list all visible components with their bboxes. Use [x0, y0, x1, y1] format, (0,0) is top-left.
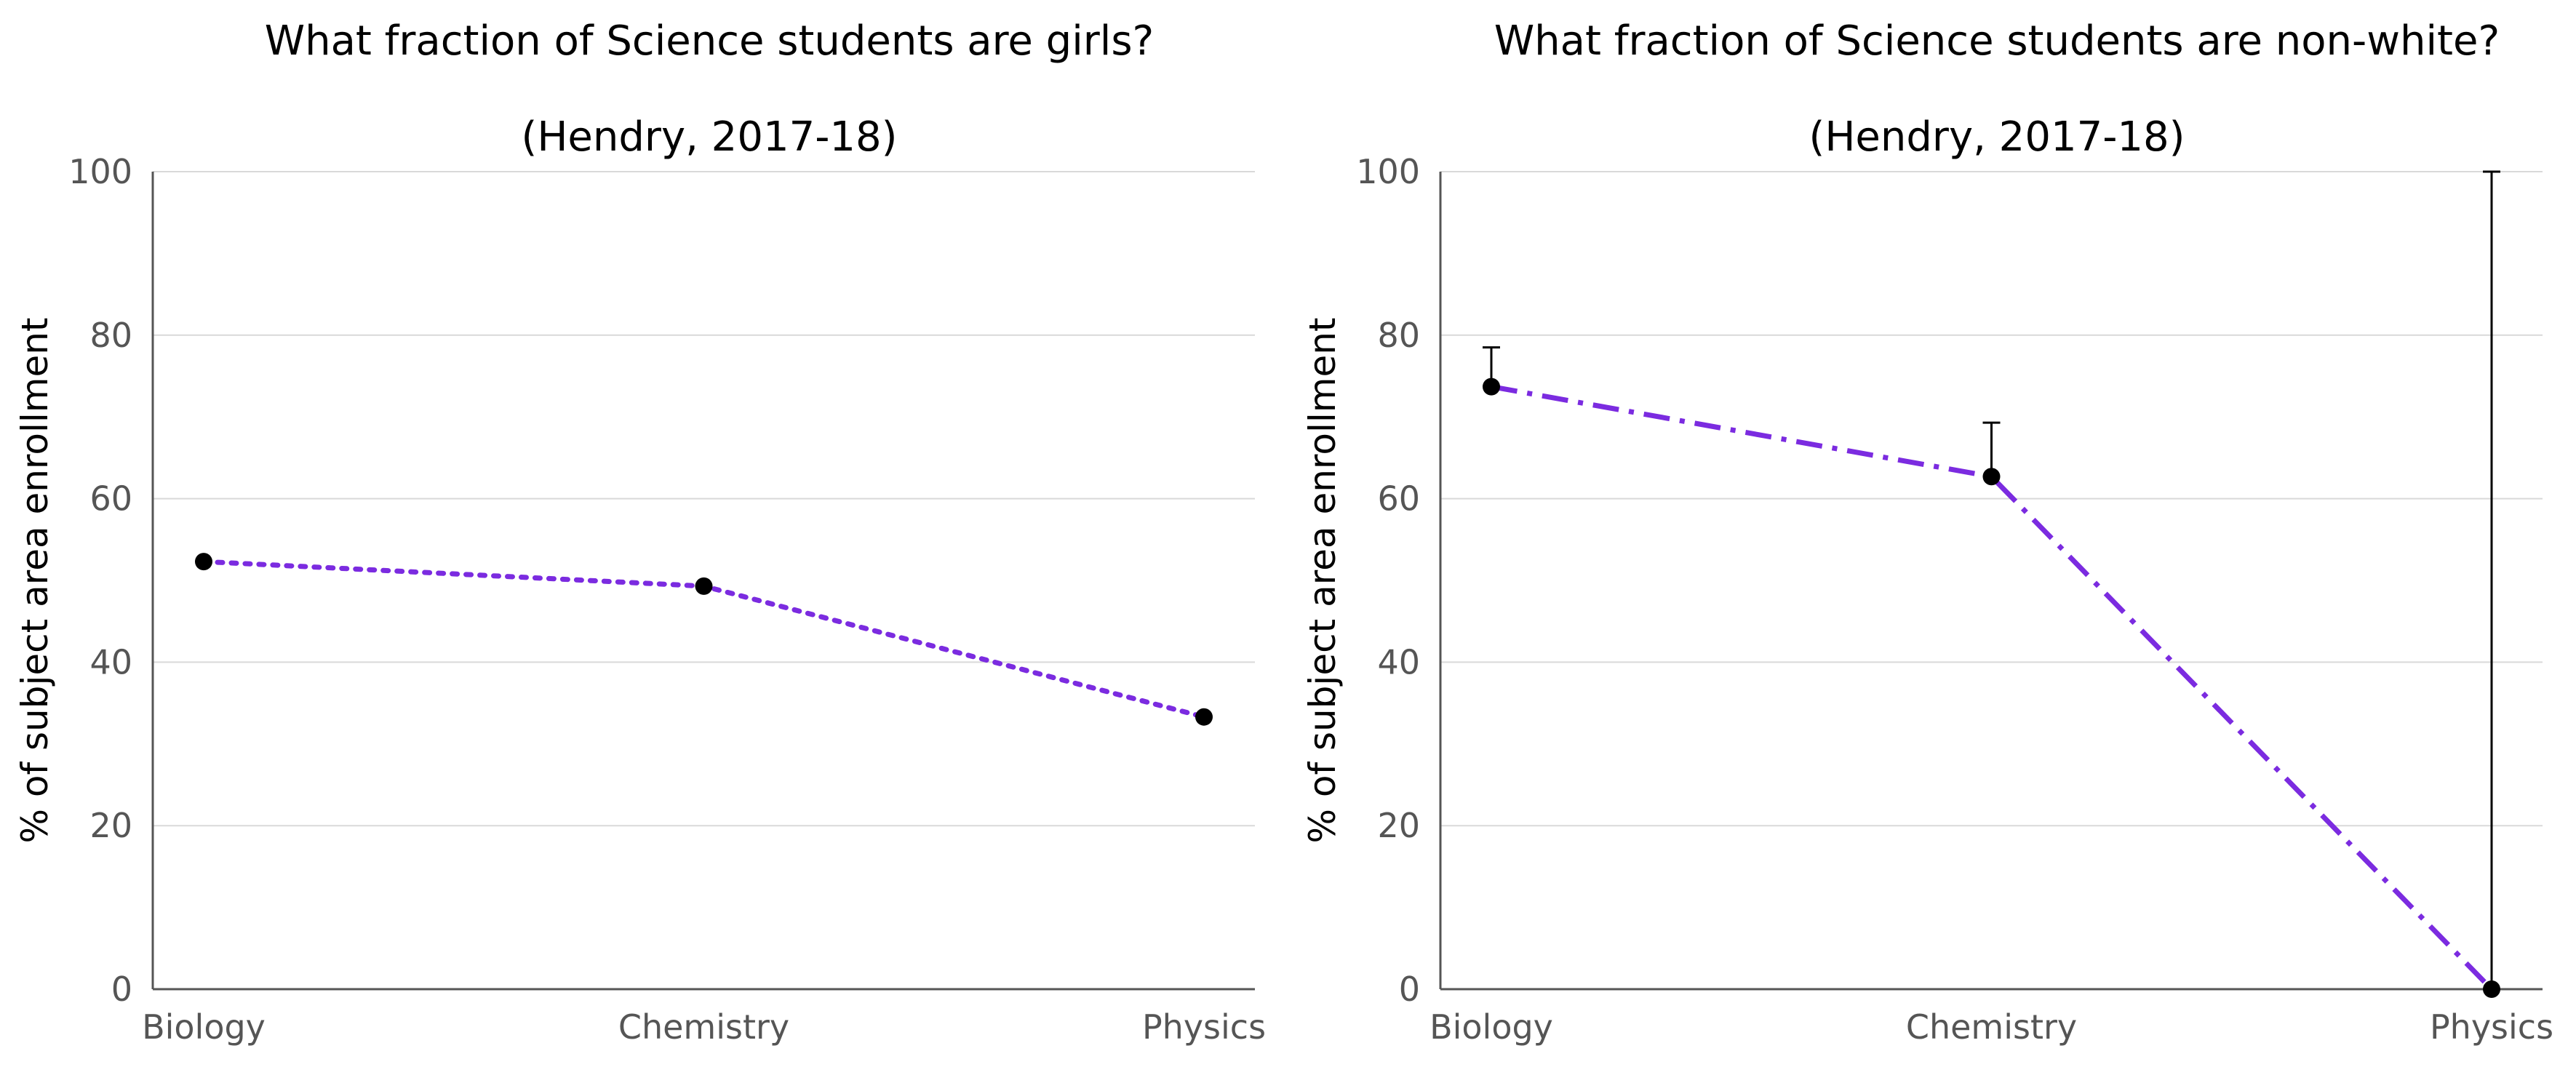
data-point [195, 553, 212, 571]
y-axis-label: % of subject area enrollment [1301, 317, 1344, 843]
x-tick-label: Biology [142, 1007, 266, 1047]
data-point [1195, 708, 1213, 726]
data-point [1483, 377, 1500, 396]
y-tick-label: 20 [89, 806, 132, 845]
series-line [1491, 384, 2494, 991]
x-tick-label: Physics [1142, 1007, 1266, 1047]
y-axis-label: % of subject area enrollment [14, 317, 56, 843]
y-tick-label: 80 [1377, 316, 1420, 355]
y-tick-label: 40 [89, 642, 132, 682]
data-point [2483, 980, 2500, 998]
y-tick-label: 60 [89, 479, 132, 519]
y-tick-label: 80 [89, 316, 132, 355]
y-tick-label: 0 [111, 970, 132, 1009]
data-point [695, 577, 713, 595]
x-tick-label: Chemistry [1906, 1007, 2077, 1047]
x-tick-label: Chemistry [618, 1007, 789, 1047]
chart-subtitle: (Hendry, 2017-18) [1809, 113, 2185, 161]
y-tick-label: 60 [1377, 479, 1420, 519]
chart-girls: What fraction of Science students are gi… [14, 17, 1266, 1047]
y-tick-label: 100 [1356, 152, 1420, 191]
x-tick-label: Biology [1429, 1007, 1553, 1047]
y-tick-label: 0 [1399, 970, 1420, 1009]
data-point [1982, 468, 2001, 486]
y-tick-label: 20 [1377, 806, 1420, 845]
y-tick-label: 100 [68, 152, 132, 191]
chart-title: What fraction of Science students are gi… [265, 17, 1155, 65]
chart-subtitle: (Hendry, 2017-18) [521, 113, 897, 161]
x-tick-label: Physics [2430, 1007, 2553, 1047]
y-tick-label: 40 [1377, 642, 1420, 682]
chart-title: What fraction of Science students are no… [1494, 17, 2500, 65]
chart-non-white: What fraction of Science students are no… [1301, 17, 2553, 1047]
